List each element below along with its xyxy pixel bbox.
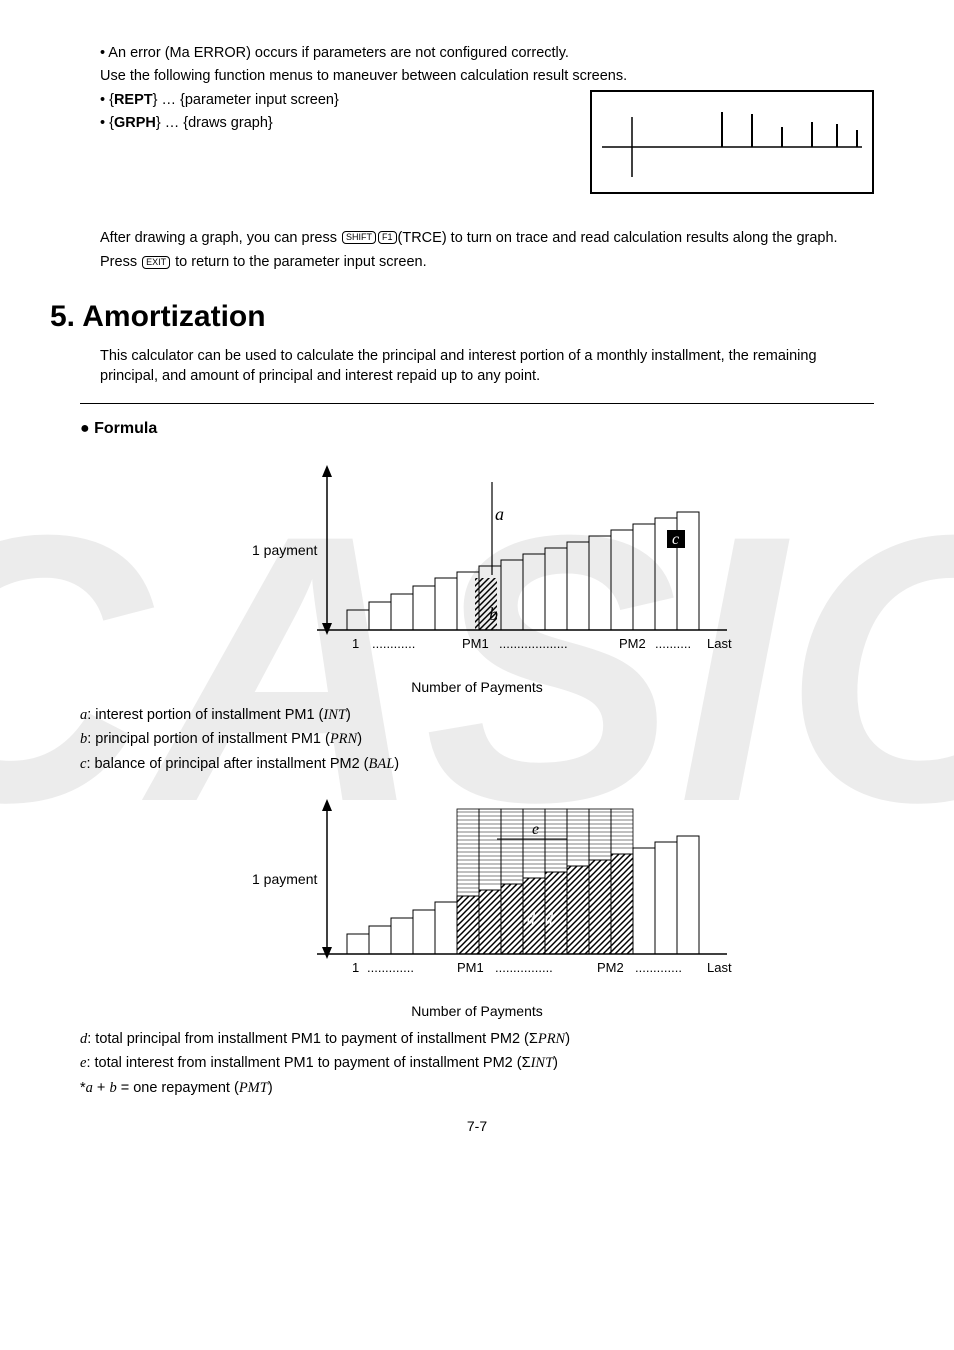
grph-bold: GRPH (114, 115, 156, 131)
d1-dots2: ................... (499, 636, 568, 651)
desc-d-close: ) (565, 1031, 570, 1047)
use-following: Use the following function menus to mane… (100, 66, 874, 86)
d1-dots1: ............ (372, 636, 415, 651)
repay-line: *a + b = one repayment (PMT) (80, 1078, 874, 1098)
rept-bold: REPT (114, 92, 153, 108)
grph-prefix: • { (100, 115, 114, 131)
d1-dots3: .......... (655, 636, 691, 651)
d1-one-payment: 1 payment (252, 542, 317, 558)
desc-a-int: INT (323, 707, 346, 723)
d2-dots2: ................ (495, 960, 553, 975)
svg-text:d: d (527, 911, 536, 928)
repay-b: b (109, 1080, 116, 1096)
d2-axis-pm2: PM2 (597, 960, 624, 975)
diagram-1: 1 payment a b c 1 ............ PM1 .....… (80, 450, 874, 695)
repay-pmt: PMT (239, 1080, 268, 1096)
repay-close: ) (268, 1080, 273, 1096)
d1-axis-last: Last (707, 636, 732, 651)
diagram1-caption: Number of Payments (80, 679, 874, 695)
formula-head: ● Formula (80, 418, 874, 440)
d2-dots1: ............. (367, 960, 414, 975)
after-graph-text: After drawing a graph, you can press SHI… (100, 228, 874, 248)
desc-e-int: INT (531, 1055, 554, 1071)
f1-key-icon: F1 (378, 231, 397, 244)
desc-a: a: interest portion of installment PM1 (… (80, 705, 874, 725)
repay-eq: = one repayment ( (117, 1080, 239, 1096)
desc-b-text: : principal portion of installment PM1 ( (87, 731, 330, 747)
graph-screenshot (590, 90, 874, 194)
desc-b-close: ) (357, 731, 362, 747)
press-exit-text: Press EXIT to return to the parameter in… (100, 252, 874, 272)
desc-c-text: : balance of principal after installment… (86, 756, 368, 772)
error-note: • An error (Ma ERROR) occurs if paramete… (100, 43, 874, 63)
d2-axis-pm1: PM1 (457, 960, 484, 975)
desc-c: c: balance of principal after installmen… (80, 754, 874, 774)
d1-axis-pm2: PM2 (619, 636, 646, 651)
d1-axis-1: 1 (352, 636, 359, 651)
desc-b-prn: PRN (330, 731, 357, 747)
d2-axis-1: 1 (352, 960, 359, 975)
desc-b: b: principal portion of installment PM1 … (80, 729, 874, 749)
exit-key-icon: EXIT (142, 256, 170, 269)
d1-label-c: c (672, 531, 679, 548)
diagram-2: 1 payment d e d 1 ............. PM1 ....… (80, 784, 874, 1019)
desc-e-text: : total interest from installment PM1 to… (86, 1055, 530, 1071)
desc-e-close: ) (553, 1055, 558, 1071)
rept-suffix: } … {parameter input screen} (153, 92, 339, 108)
press-exit-2: to return to the parameter input screen. (171, 254, 427, 270)
shift-key-icon: SHIFT (342, 231, 376, 244)
desc-d: d: total principal from installment PM1 … (80, 1029, 874, 1049)
diagram2-caption: Number of Payments (80, 1003, 874, 1019)
desc-d-prn: PRN (538, 1031, 565, 1047)
section-title: 5. Amortization (50, 300, 874, 334)
section-intro: This calculator can be used to calculate… (100, 346, 874, 387)
press-exit-1: Press (100, 254, 141, 270)
grph-suffix: } … {draws graph} (156, 115, 273, 131)
rept-prefix: • { (100, 92, 114, 108)
after-graph-2: (TRCE) to turn on trace and read calcula… (398, 230, 838, 246)
d1-axis-pm1: PM1 (462, 636, 489, 651)
desc-a-close: ) (346, 707, 351, 723)
after-graph-1: After drawing a graph, you can press (100, 230, 341, 246)
desc-c-close: ) (394, 756, 399, 772)
d2-dots3: ............. (635, 960, 682, 975)
repay-plus: + (93, 1080, 110, 1096)
d2-axis-last: Last (707, 960, 732, 975)
page-number: 7-7 (80, 1118, 874, 1134)
d2-one-payment: 1 payment (252, 871, 317, 887)
desc-c-bal: BAL (369, 756, 395, 772)
desc-a-text: : interest portion of installment PM1 ( (87, 707, 323, 723)
desc-e: e: total interest from installment PM1 t… (80, 1053, 874, 1073)
d2-label-e: e (532, 821, 539, 838)
d2-label-d: d (545, 911, 554, 928)
desc-d-text: : total principal from installment PM1 t… (87, 1031, 538, 1047)
repay-a: a (86, 1080, 93, 1096)
divider (80, 403, 874, 404)
d1-label-a: a (495, 504, 504, 524)
